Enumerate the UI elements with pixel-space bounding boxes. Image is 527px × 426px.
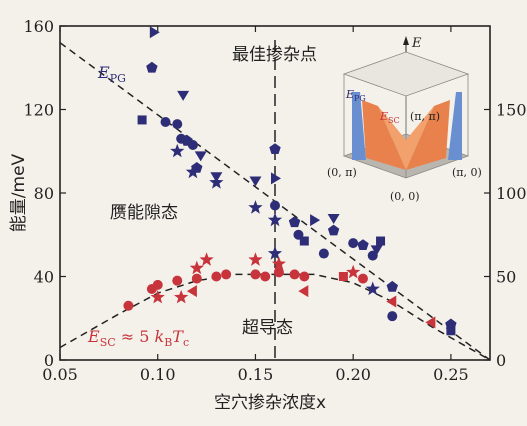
- inset-node-cone: [378, 106, 434, 170]
- data-point-circle: [123, 300, 134, 311]
- inset-corner-pi-0: (π, 0): [452, 166, 482, 179]
- data-point-tri-left: [298, 285, 309, 298]
- data-point-circle: [191, 273, 202, 284]
- data-point-circle: [270, 200, 280, 211]
- y-tick-label: 0: [44, 351, 54, 370]
- data-point-star: [189, 260, 204, 275]
- pseudogap-state-label: 赝能隙态: [110, 203, 178, 223]
- inset-box-top: [342, 51, 470, 97]
- data-point-star: [150, 289, 165, 304]
- data-point-tri-down: [194, 151, 207, 162]
- data-point-circle: [289, 269, 300, 280]
- inset-corner-0-0: (0, 0): [390, 190, 420, 203]
- y-axis-label: 能量/meV: [9, 153, 29, 232]
- data-point-circle: [176, 133, 187, 144]
- data-point-pentagon: [288, 216, 301, 228]
- inset-pg-label: EPG: [345, 88, 366, 103]
- y-tick-label: 120: [23, 101, 54, 120]
- inset-sc-surface-left: [362, 100, 406, 170]
- data-point-circle: [260, 271, 271, 282]
- data-point-star: [209, 175, 224, 189]
- data-point-square: [137, 115, 147, 125]
- data-point-circle: [299, 271, 310, 282]
- data-point-pentagon: [146, 61, 158, 73]
- y2-tick-label: 150: [496, 101, 527, 120]
- data-point-tri-left: [386, 295, 397, 308]
- data-point-circle: [348, 238, 359, 249]
- y-tick-label: 160: [23, 17, 54, 36]
- data-point-pentagon: [269, 143, 281, 154]
- data-point-circle: [250, 269, 261, 280]
- data-point-square: [376, 236, 386, 246]
- data-point-circle: [172, 119, 183, 130]
- y2-tick-label: 0: [496, 351, 506, 370]
- inset-sc-label: ESC: [379, 110, 400, 125]
- sc-energy-label: ESC ≈ 5 kBTc: [87, 327, 189, 349]
- data-point-star: [170, 143, 185, 158]
- data-point-square: [446, 326, 456, 336]
- data-point-star: [267, 212, 283, 227]
- optimal-doping-label: 最佳掺杂点: [232, 45, 317, 65]
- data-point-tri-down: [327, 214, 340, 225]
- data-point-circle: [387, 311, 398, 322]
- data-point-circle: [273, 267, 284, 278]
- y-tick-label: 80: [34, 184, 54, 203]
- data-point-circle: [211, 271, 222, 282]
- data-point-star: [248, 252, 263, 266]
- inset-corner-0-pi: (0, π): [327, 166, 357, 179]
- data-point-tri-left: [186, 285, 197, 298]
- data-point-star: [267, 246, 283, 260]
- data-point-tri-right: [271, 172, 281, 185]
- pg-energy-label: EPG: [97, 63, 126, 85]
- y-tick-label: 40: [34, 268, 54, 287]
- data-point-tri-right: [310, 214, 321, 227]
- data-point-tri-left: [425, 316, 436, 329]
- y2-tick-label: 100: [496, 184, 527, 203]
- inset-gap-diagram: E EPG ESC (0, π) (π, π) (π, 0) (0, 0): [327, 36, 482, 203]
- data-point-circle: [221, 269, 232, 280]
- data-point-pentagon: [357, 239, 369, 250]
- data-point-circle: [187, 139, 198, 150]
- data-point-circle: [318, 248, 329, 259]
- inset-axis-arrow: [403, 36, 409, 45]
- data-point-star: [271, 256, 286, 270]
- data-point-star: [365, 281, 380, 296]
- data-point-circle: [152, 279, 163, 290]
- data-point-tri-right: [149, 26, 160, 39]
- data-point-star: [346, 264, 361, 279]
- inset-sc-surface-right: [406, 100, 450, 170]
- data-point-circle: [172, 275, 183, 286]
- data-point-pentagon: [386, 280, 398, 292]
- inset-pg-surface-left: [352, 92, 366, 160]
- data-point-square: [338, 272, 348, 281]
- axis-ticks: 0.05 0.10 0.15 0.20 0.25 0 40 80 120 160 0 50 100 150: [23, 17, 526, 384]
- data-point-circle: [160, 117, 171, 128]
- inset-pg-surface-right: [448, 92, 462, 160]
- x-tick-label: 0.20: [335, 365, 371, 384]
- superconducting-state-label: 超导态: [242, 318, 293, 338]
- data-point-pentagon: [327, 224, 340, 236]
- data-point-circle: [367, 250, 378, 261]
- data-points: [123, 26, 457, 336]
- x-axis-label: 空穴掺杂浓度x: [214, 393, 326, 413]
- data-point-star: [248, 200, 263, 214]
- data-point-tri-down: [370, 245, 383, 256]
- y2-tick-label: 50: [496, 268, 516, 287]
- data-point-star: [174, 289, 189, 304]
- x-tick-label: 0.25: [433, 365, 469, 384]
- data-point-tri-down: [177, 90, 190, 101]
- data-point-square: [299, 236, 309, 246]
- data-point-circle: [357, 273, 368, 284]
- inset-corner-pi-pi: (π, π): [410, 110, 440, 123]
- x-tick-label: 0.10: [140, 365, 176, 384]
- data-point-star: [185, 164, 200, 179]
- data-point-tri-down: [249, 176, 262, 187]
- x-tick-label: 0.15: [238, 365, 274, 384]
- data-point-star: [199, 252, 214, 266]
- inset-axis-label: E: [411, 36, 422, 51]
- x-tick-label: 0.05: [42, 365, 78, 384]
